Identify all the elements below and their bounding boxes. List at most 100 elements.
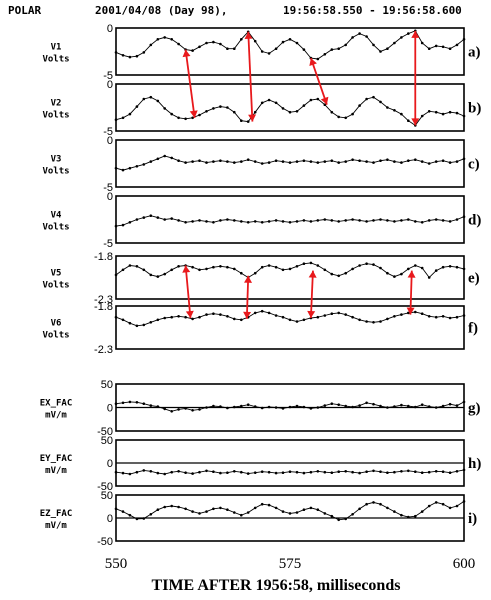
panel-a-point-20 (253, 39, 257, 43)
arrow-4 (182, 265, 194, 319)
panel-c-point-21 (260, 162, 264, 165)
arrow-1-head-start (244, 31, 253, 39)
panel-d-point-30 (323, 218, 327, 221)
panel-h-ytick-top: 50 (101, 435, 113, 447)
panel-i-point-34 (351, 513, 354, 516)
panel-f-point-21 (260, 309, 264, 313)
arrow-2 (309, 57, 329, 105)
panel-c-point-25 (288, 161, 292, 164)
panel-c-point-11 (191, 160, 194, 163)
panel-b-point-42 (407, 119, 410, 122)
panel-e-point-30 (323, 268, 327, 272)
panel-b-frame (115, 83, 465, 132)
panel-a-trace (115, 30, 465, 60)
arrow-0-head-end (189, 110, 198, 118)
panel-d-point-42 (407, 218, 410, 221)
panel-h-point-14 (212, 470, 215, 474)
panel-d-ytick-top: 0 (107, 191, 113, 203)
panel-g-point-3 (135, 401, 139, 404)
panel-b-point-5 (149, 95, 153, 99)
panel-i-point-2 (128, 513, 132, 517)
arrow-5-shaft (245, 275, 250, 319)
panel-b-point-23 (274, 101, 278, 105)
panel-b-point-6 (156, 99, 160, 103)
panel-c-point-16 (226, 160, 229, 163)
time-range-label: 19:56:58.550 - 19:56:58.600 (283, 4, 462, 17)
panel-h-ytick-zero: 0 (107, 458, 113, 470)
panel-h-ytick-bottom: -50 (97, 481, 113, 493)
panel-c-point-1 (121, 168, 125, 172)
panel-f-point-40 (393, 315, 396, 318)
arrow-3-head-end (411, 118, 420, 126)
panel-e-point-37 (372, 263, 375, 266)
arrow-6-shaft (309, 270, 314, 319)
panels-group: V1Volts0-5a)V2Volts0-5b)V3Volts0-5c)V4Vo… (40, 23, 482, 548)
panel-g-point-25 (288, 405, 292, 409)
panel-h-point-8 (170, 470, 173, 474)
arrows-group (182, 30, 420, 319)
panel-a-point-17 (233, 47, 236, 50)
panel-a-point-27 (302, 48, 306, 51)
panel-i-point-44 (420, 510, 424, 513)
panel-a-point-47 (441, 45, 445, 49)
panel-e-point-13 (205, 267, 208, 271)
panel-a-point-35 (358, 32, 361, 35)
panel-h-point-42 (407, 469, 410, 473)
panel-g-point-14 (212, 404, 215, 408)
panel-g-point-32 (337, 403, 341, 407)
panel-h-point-46 (434, 470, 438, 473)
panel-h-point-10 (184, 471, 187, 475)
panel-f-point-27 (302, 318, 306, 322)
panel-e-point-6 (156, 275, 160, 278)
panel-d-point-16 (226, 218, 229, 221)
panel-d-point-10 (184, 221, 187, 224)
panel-d-ytick-bottom: -5 (103, 238, 113, 250)
panel-a-point-24 (281, 40, 285, 44)
panel-i-ylabel: EZ_FAC (40, 509, 73, 519)
panel-e-ytick-bottom: -2.3 (94, 294, 113, 306)
panel-b-point-1 (121, 116, 125, 120)
panel-a-frame (115, 27, 465, 76)
panel-f-point-31 (330, 312, 334, 316)
panel-h-point-24 (281, 471, 285, 475)
panel-g-point-50 (462, 400, 466, 404)
panel-b-point-26 (295, 110, 299, 113)
x-tick-550: 550 (105, 556, 128, 572)
panel-b: V2 Volts 0 -5 b) (42, 79, 481, 138)
panel-e-point-12 (198, 268, 201, 272)
panel-d-point-18 (240, 220, 243, 223)
panel-b-point-47 (441, 112, 445, 116)
panel-d-point-47 (441, 219, 445, 222)
panel-a-point-8 (170, 38, 173, 41)
panel-i-point-7 (163, 505, 166, 509)
panel-h-point-3 (135, 470, 139, 474)
panel-d-point-12 (198, 219, 201, 222)
panel-g-point-45 (427, 405, 431, 408)
panel-g-point-47 (441, 404, 445, 408)
panel-c-yunit: Volts (42, 167, 69, 177)
panel-a-point-44 (420, 41, 424, 45)
panel-d-point-11 (191, 220, 194, 223)
panel-i-point-1 (121, 510, 125, 513)
panel-f-point-41 (400, 313, 403, 316)
panel-i-ytick-bottom: -50 (97, 536, 113, 548)
panel-d-point-44 (420, 221, 424, 224)
panel-a-point-36 (365, 35, 368, 38)
arrow-7-head-start (407, 270, 416, 278)
panel-e-point-43 (414, 264, 417, 267)
panel-i-point-22 (267, 503, 271, 507)
panel-d-point-27 (302, 219, 306, 222)
panel-h-point-31 (330, 471, 334, 475)
panel-h-point-30 (323, 470, 327, 474)
panel-f-ytick-top: -1.8 (94, 301, 113, 313)
panel-g-point-39 (386, 406, 389, 409)
panel-i-ytick-top: 50 (101, 490, 113, 502)
panel-h-point-38 (379, 470, 382, 474)
panel-f-point-2 (128, 321, 132, 325)
panel-f-point-42 (407, 311, 410, 315)
panel-b-point-4 (142, 97, 146, 101)
panel-e-point-17 (233, 267, 236, 271)
x-axis-label: TIME AFTER 1956:58, milliseconds (152, 577, 401, 594)
panel-a-point-12 (198, 45, 201, 49)
x-tick-575: 575 (279, 556, 302, 572)
